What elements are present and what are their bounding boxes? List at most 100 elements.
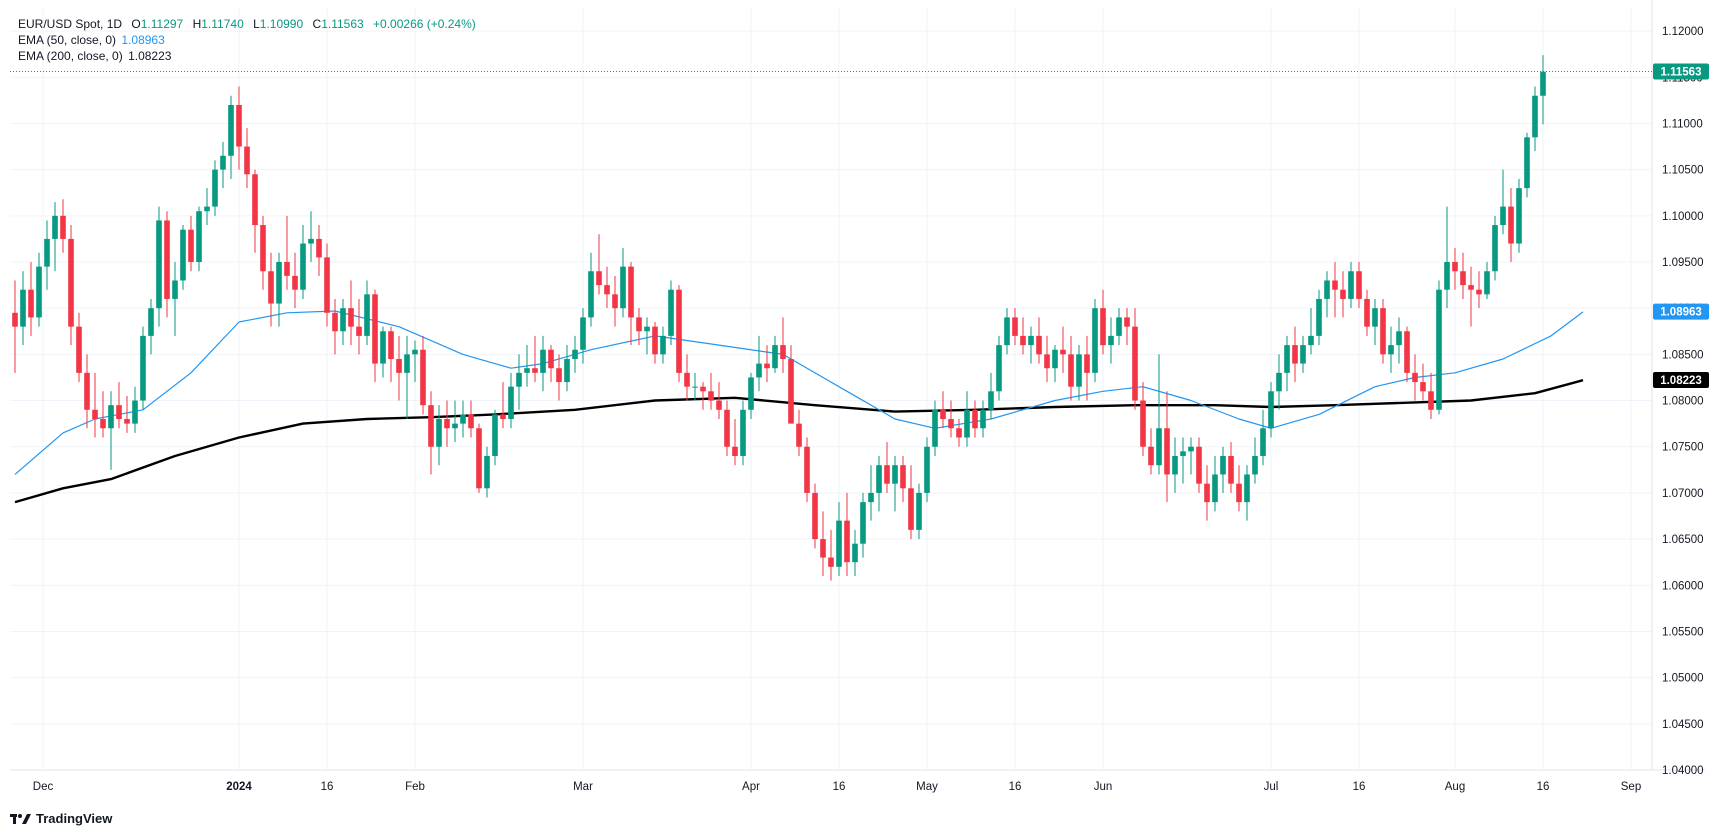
- candle-body: [388, 331, 394, 359]
- symbol-title[interactable]: EUR/USD Spot, 1D: [18, 17, 123, 31]
- candle-body: [356, 326, 362, 336]
- candle: [180, 225, 186, 290]
- candle-body: [644, 326, 650, 332]
- candle: [884, 442, 890, 493]
- candle: [1164, 391, 1170, 503]
- candle-body: [900, 465, 906, 489]
- candle-body: [908, 488, 914, 530]
- candle: [676, 285, 682, 383]
- candle: [868, 465, 874, 521]
- candle-body: [956, 428, 962, 438]
- candle: [1468, 266, 1474, 327]
- candle-body: [548, 349, 554, 369]
- candle: [1356, 262, 1362, 309]
- candle-body: [724, 409, 730, 447]
- candle: [1436, 280, 1442, 415]
- candle: [748, 372, 754, 420]
- ema200-row[interactable]: EMA (200, close, 0) 1.08223: [18, 48, 476, 64]
- candle: [140, 326, 146, 410]
- candle: [836, 502, 842, 577]
- candle: [716, 382, 722, 420]
- time-tick-label: 16: [1537, 781, 1550, 793]
- ema200-line-layer: [14, 379, 1584, 504]
- low-label: L: [253, 17, 260, 31]
- candle-body: [772, 345, 778, 369]
- candle-body: [204, 206, 210, 212]
- candle: [940, 391, 946, 429]
- candle: [956, 419, 962, 447]
- price-axis[interactable]: 1.04000 1.04500 1.05000 1.05500 1.06000 1.065…: [1653, 26, 1709, 777]
- candle: [540, 335, 546, 392]
- time-axis[interactable]: Dec 2024 16 Feb Mar Apr 16 May 16 Jun Jul 16 Aug 16 Se…: [33, 781, 1641, 793]
- candle-body: [980, 409, 986, 429]
- candle-body: [164, 220, 170, 299]
- candle-body: [932, 409, 938, 447]
- candle: [1316, 289, 1322, 346]
- candle: [636, 308, 642, 346]
- candle: [428, 391, 434, 475]
- candle-body: [812, 492, 818, 540]
- candle-body: [508, 386, 514, 420]
- candle: [1044, 335, 1050, 383]
- candle: [132, 386, 138, 433]
- time-tick-label: Mar: [573, 781, 593, 793]
- candle-body: [804, 446, 810, 493]
- candle-body: [716, 400, 722, 410]
- candle: [1084, 335, 1090, 401]
- candle: [1068, 335, 1074, 401]
- ema50-price-tag: [1653, 303, 1709, 320]
- candle: [1188, 437, 1194, 475]
- time-tick-label: 16: [321, 781, 334, 793]
- candle: [1308, 308, 1314, 355]
- candle: [252, 169, 258, 253]
- candle-body: [308, 238, 314, 244]
- candle: [1172, 437, 1178, 493]
- time-tick-label: 16: [1353, 781, 1366, 793]
- candle-body: [476, 428, 482, 489]
- candle-body: [1196, 446, 1202, 484]
- candle: [1140, 382, 1146, 456]
- ema50-row[interactable]: EMA (50, close, 0) 1.08963: [18, 32, 476, 48]
- candle-body: [996, 345, 1002, 392]
- brand-name: TradingView: [36, 811, 113, 826]
- tradingview-logo[interactable]: TradingView: [10, 811, 112, 826]
- price-tick-label: 1.05500: [1662, 626, 1704, 638]
- candle: [708, 372, 714, 410]
- candle: [700, 382, 706, 410]
- candle-body: [372, 294, 378, 364]
- candle: [508, 372, 514, 429]
- candle-body: [916, 492, 922, 530]
- candle: [724, 400, 730, 456]
- high-label: H: [192, 17, 202, 31]
- candle: [1372, 298, 1378, 346]
- candle-body: [1444, 262, 1450, 290]
- candle-body: [140, 335, 146, 401]
- candle: [1060, 326, 1066, 373]
- candle-body: [220, 155, 226, 170]
- candle-body: [844, 520, 850, 563]
- candle-body: [1540, 71, 1546, 96]
- time-tick-label: Jun: [1094, 781, 1113, 793]
- candle-body: [1188, 446, 1194, 452]
- candle-body: [596, 271, 602, 286]
- candle: [1476, 271, 1482, 309]
- candle-body: [564, 358, 570, 383]
- candle: [900, 455, 906, 503]
- candle: [876, 455, 882, 512]
- candle-body: [172, 280, 178, 299]
- candle: [844, 492, 850, 577]
- ema50-price-label: 1.08963: [1660, 307, 1702, 319]
- candle-body: [1316, 298, 1322, 336]
- candle-body: [316, 238, 322, 258]
- candle: [588, 252, 594, 327]
- candle-body: [1084, 354, 1090, 373]
- candle: [916, 483, 922, 540]
- open-value: 1.11297: [140, 17, 184, 31]
- candle-body: [940, 409, 946, 420]
- candle: [484, 446, 490, 498]
- candle-body: [1404, 331, 1410, 373]
- candle: [652, 322, 658, 364]
- candle-body: [892, 465, 898, 484]
- price-tick-label: 1.07000: [1662, 488, 1704, 500]
